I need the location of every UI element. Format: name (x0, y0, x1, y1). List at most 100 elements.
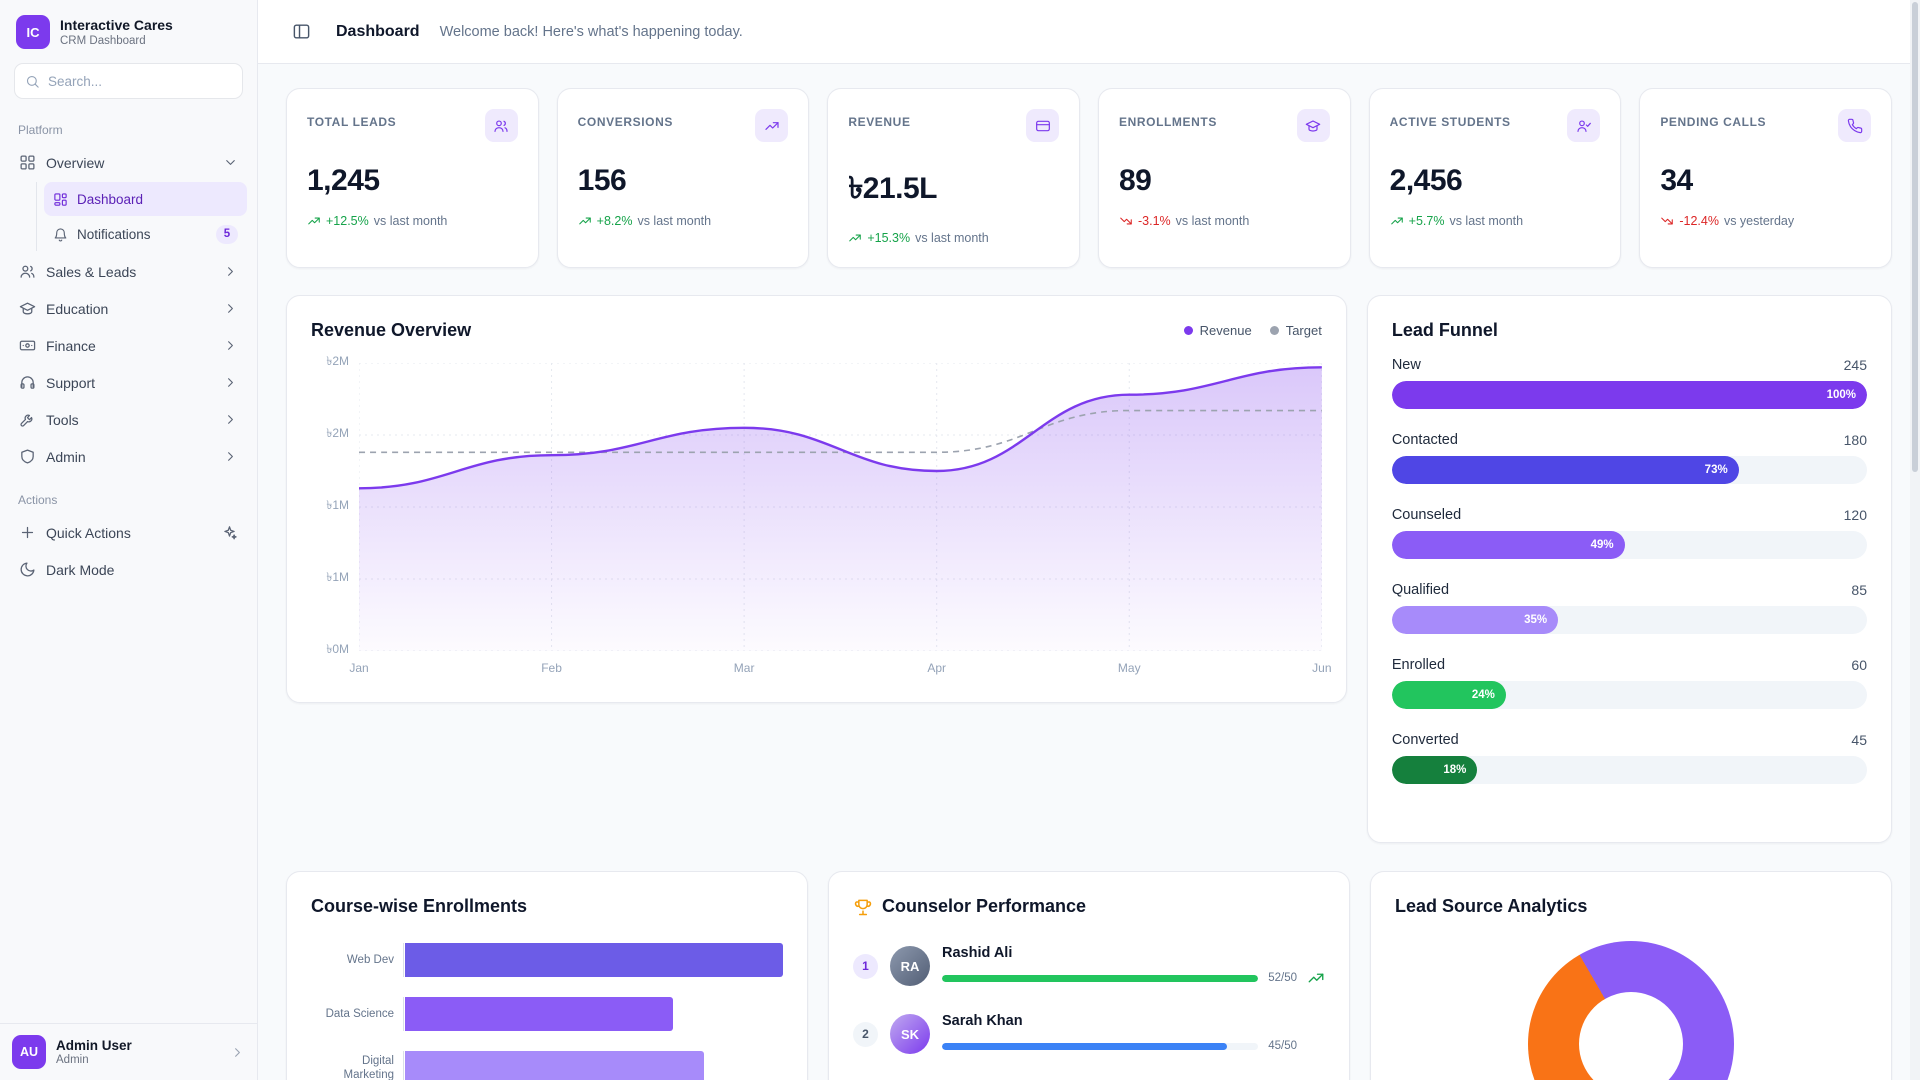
chevron-right-icon (228, 452, 233, 461)
course-bar-chart: Web Dev Data Science Digital Marketing (311, 943, 783, 1080)
stat-label: CONVERSIONS (577, 115, 673, 129)
quick-actions-button[interactable]: Quick Actions (10, 514, 247, 551)
dark-mode-toggle[interactable]: Dark Mode (10, 551, 247, 588)
funnel-bar[interactable]: 24% (1391, 681, 1506, 709)
lead-source-donut[interactable] (1528, 941, 1734, 1080)
sidebar-item-finance[interactable]: Finance (10, 327, 247, 364)
main-column: Dashboard Welcome back! Here's what's ha… (258, 0, 1920, 1080)
headphones-icon (20, 376, 35, 389)
card-title: Counselor Performance (882, 896, 1087, 916)
actions-section-label: Actions (18, 493, 58, 507)
user-menu[interactable]: AU Admin User Admin (0, 1023, 257, 1080)
chevron-right-icon (228, 341, 233, 350)
legend-dot (1269, 326, 1279, 335)
sidebar-item-sales-leads[interactable]: Sales & Leads (10, 253, 247, 290)
search-input[interactable] (48, 73, 232, 89)
sidebar-item-label: Tools (46, 411, 79, 428)
funnel-bar[interactable]: 73% (1391, 456, 1739, 484)
sidebar-item-admin[interactable]: Admin (10, 438, 247, 475)
funnel-bar[interactable]: 35% (1391, 606, 1559, 634)
legend-item-revenue[interactable]: Revenue (1183, 323, 1252, 338)
user-check-icon (1567, 109, 1601, 142)
phone-icon (1838, 109, 1871, 142)
moon-icon (20, 562, 35, 577)
x-tick-label: Feb (541, 661, 562, 675)
stat-period: vs last month (1175, 214, 1250, 228)
scrollbar-thumb[interactable] (1912, 2, 1918, 472)
counselor-row[interactable]: 1 RA Rashid Ali 52/50 (853, 945, 1325, 987)
course-bar[interactable] (405, 997, 674, 1031)
funnel-bar[interactable]: 100% (1391, 381, 1867, 409)
sidebar-item-label: Overview (46, 154, 105, 171)
top-bar: Dashboard Welcome back! Here's what's ha… (258, 0, 1920, 64)
sidebar-toggle-button[interactable] (286, 17, 316, 47)
rank-badge: 1 (853, 953, 878, 979)
stat-delta: +8.2% (596, 214, 633, 228)
trend-up-icon (578, 217, 591, 225)
stat-period: vs last month (915, 231, 989, 245)
sidebar-item-label: Dashboard (77, 191, 144, 207)
stat-value: 2,456 (1389, 164, 1463, 197)
stat-card-total-leads[interactable]: TOTAL LEADS 1,245 +12.5% vs last month (286, 88, 539, 268)
sidebar-item-notifications[interactable]: Notifications 5 (44, 217, 247, 251)
revenue-y-axis: ৳2M ৳2M ৳1M ৳1M ৳0M (311, 354, 359, 656)
stat-delta: -3.1% (1138, 214, 1171, 228)
stat-value: 1,245 (307, 164, 380, 197)
sidebar: IC Interactive Cares CRM Dashboard Platf… (0, 0, 258, 1080)
stat-card-enrollments[interactable]: ENROLLMENTS 89 -3.1% vs last month (1098, 88, 1351, 268)
stat-card-pending-calls[interactable]: PENDING CALLS 34 -12.4% vs yesterday (1639, 88, 1892, 268)
y-tick-label: ৳0M (326, 642, 349, 656)
rank-badge: 2 (853, 1021, 878, 1047)
sidebar-item-support[interactable]: Support (10, 364, 247, 401)
course-bar[interactable] (405, 943, 783, 977)
course-bar-row: Web Dev (311, 943, 783, 977)
funnel-bar-track: 24% (1391, 681, 1867, 709)
funnel-row-counseled: Counseled 120 49% (1391, 507, 1867, 559)
card-title: Lead Source Analytics (1395, 896, 1588, 916)
sidebar-item-dashboard[interactable]: Dashboard (44, 182, 247, 216)
revenue-chart-svg (359, 363, 1322, 651)
stat-card-conversions[interactable]: CONVERSIONS 156 +8.2% vs last month (556, 88, 810, 268)
x-tick-label: Jun (1312, 661, 1332, 675)
course-bar[interactable] (405, 1051, 704, 1080)
stat-card-revenue[interactable]: REVENUE ৳21.5L +15.3% vs last month (827, 88, 1080, 268)
funnel-bar[interactable]: 49% (1391, 531, 1625, 559)
welcome-message: Welcome back! Here's what's happening to… (439, 23, 743, 40)
stat-delta: +12.5% (326, 214, 369, 228)
chevron-right-icon (235, 1047, 240, 1057)
funnel-stage-value: 245 (1843, 357, 1867, 373)
avatar: SK (890, 1014, 930, 1054)
course-bar-row: Digital Marketing (311, 1051, 783, 1080)
counselor-score: 45/50 (1268, 1040, 1297, 1052)
sidebar-item-tools[interactable]: Tools (10, 401, 247, 438)
revenue-overview-card: Revenue Overview Revenue Target (286, 295, 1347, 703)
lead-source-analytics-card: Lead Source Analytics (1370, 871, 1892, 1080)
sidebar-search[interactable] (14, 63, 243, 99)
sidebar-item-education[interactable]: Education (10, 290, 247, 327)
counselor-list: 1 RA Rashid Ali 52/50 (853, 945, 1325, 1055)
funnel-bar[interactable]: 18% (1391, 756, 1478, 784)
search-icon (26, 75, 39, 88)
funnel-bar-percent: 18% (1443, 764, 1467, 776)
brand-subtitle: CRM Dashboard (60, 34, 146, 47)
stat-delta: -12.4% (1679, 214, 1719, 228)
chevron-right-icon (228, 304, 233, 313)
user-name: Admin User (56, 1037, 132, 1053)
brand[interactable]: IC Interactive Cares CRM Dashboard (0, 0, 257, 59)
funnel-bar-percent: 35% (1524, 614, 1548, 626)
stat-card-active-students[interactable]: ACTIVE STUDENTS 2,456 +5.7% vs last mont… (1368, 88, 1622, 268)
sidebar-item-overview[interactable]: Overview (10, 144, 247, 181)
y-tick-label: ৳2M (326, 354, 349, 368)
legend-label: Revenue (1199, 323, 1252, 338)
x-tick-label: Mar (733, 661, 755, 675)
users-icon (484, 109, 518, 142)
counselor-row[interactable]: 2 SK Sarah Khan 45/50 (853, 1013, 1325, 1055)
funnel-stage-label: Counseled (1391, 507, 1462, 523)
trending-up-icon (755, 109, 789, 142)
legend-item-target[interactable]: Target (1269, 323, 1322, 338)
funnel-stage-label: Enrolled (1391, 657, 1446, 673)
notifications-count-badge: 5 (216, 224, 238, 244)
stat-value: 156 (577, 164, 627, 197)
window-scrollbar (1910, 0, 1920, 1080)
